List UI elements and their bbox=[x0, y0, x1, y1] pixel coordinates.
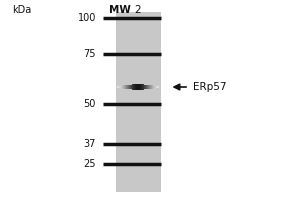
Text: 50: 50 bbox=[84, 99, 96, 109]
Text: 2: 2 bbox=[135, 5, 141, 15]
Text: 100: 100 bbox=[78, 13, 96, 23]
Text: MW: MW bbox=[109, 5, 131, 15]
Text: kDa: kDa bbox=[12, 5, 31, 15]
FancyBboxPatch shape bbox=[116, 12, 160, 192]
Text: 25: 25 bbox=[83, 159, 96, 169]
Text: 75: 75 bbox=[83, 49, 96, 59]
Text: 37: 37 bbox=[84, 139, 96, 149]
Text: ERp57: ERp57 bbox=[194, 82, 227, 92]
